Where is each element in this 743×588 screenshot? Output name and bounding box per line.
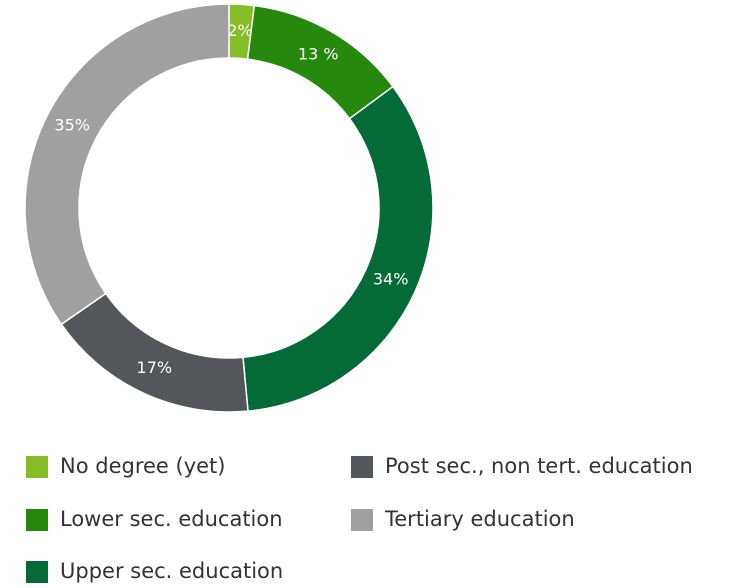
legend-label: Post sec., non tert. education [385, 454, 693, 478]
legend-label: Lower sec. education [60, 507, 283, 531]
value-label: 13 % [298, 45, 339, 64]
value-label: 2% [227, 21, 252, 40]
value-label: 34% [373, 270, 409, 289]
legend-swatch [26, 509, 48, 531]
value-label: 17% [137, 358, 173, 377]
donut-segment [242, 85, 434, 412]
donut-segment [24, 3, 230, 326]
legend-swatch [351, 509, 373, 531]
value-label: 35% [54, 115, 90, 134]
legend-label: Tertiary education [384, 507, 575, 531]
legend-label: Upper sec. education [60, 559, 283, 583]
legend-swatch [351, 456, 373, 478]
legend-swatch [26, 561, 48, 583]
legend-swatch [26, 456, 48, 478]
donut-segment [60, 292, 249, 413]
legend-label: No degree (yet) [60, 454, 225, 478]
